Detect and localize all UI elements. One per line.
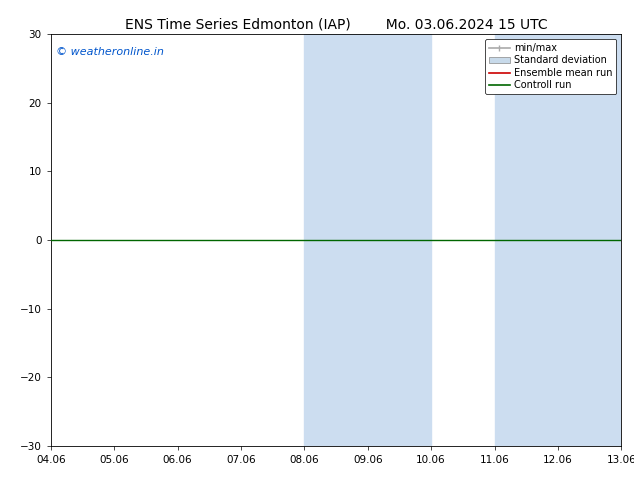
Bar: [368, 34, 431, 446]
Text: © weatheronline.in: © weatheronline.in: [56, 47, 164, 57]
Title: ENS Time Series Edmonton (IAP)        Mo. 03.06.2024 15 UTC: ENS Time Series Edmonton (IAP) Mo. 03.06…: [125, 18, 547, 32]
Bar: [495, 34, 558, 446]
Legend: min/max, Standard deviation, Ensemble mean run, Controll run: min/max, Standard deviation, Ensemble me…: [485, 39, 616, 94]
Bar: [304, 34, 368, 446]
Bar: [558, 34, 621, 446]
